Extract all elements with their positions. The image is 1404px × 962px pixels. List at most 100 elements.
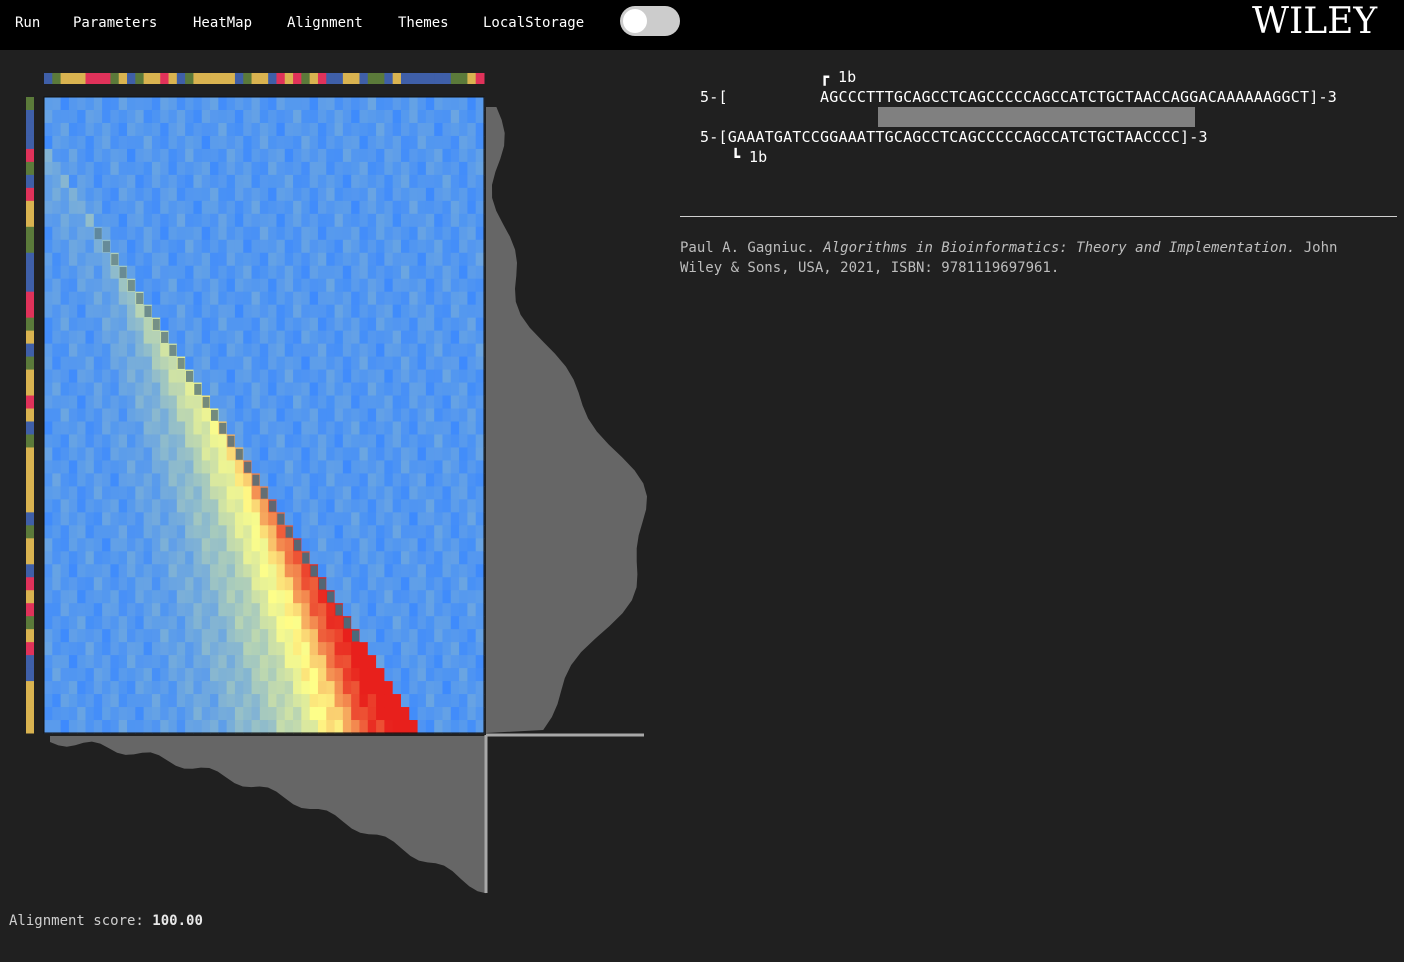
heatmap-cell — [127, 629, 136, 643]
match-dot — [277, 513, 285, 525]
heatmap-cell — [293, 642, 302, 656]
heatmap-cell — [400, 317, 410, 332]
menu-parameters[interactable]: Parameters — [73, 15, 158, 31]
heatmap-cell — [442, 603, 452, 617]
heatmap-cell — [135, 369, 145, 384]
heatmap-cell — [367, 278, 377, 293]
heatmap-cell — [434, 291, 444, 306]
heatmap-cell — [376, 213, 385, 228]
heatmap-cell — [210, 486, 219, 500]
menu-localstorage[interactable]: LocalStorage — [483, 15, 585, 31]
heatmap-cell — [284, 577, 294, 591]
heatmap-cell — [118, 460, 128, 475]
heatmap-cell — [351, 616, 361, 630]
heatmap-cell — [176, 434, 186, 449]
heatmap-cell — [334, 343, 344, 358]
heatmap-cell — [226, 590, 236, 604]
heatmap-cell — [259, 629, 269, 643]
heatmap-cell — [284, 694, 294, 708]
heatmap-cell — [467, 395, 477, 410]
heatmap-cell — [434, 382, 444, 397]
nucleotide-cell-vertical — [26, 265, 34, 280]
menu-heatmap[interactable]: HeatMap — [193, 15, 253, 31]
heatmap-cell — [60, 330, 70, 345]
nucleotide-cell-horizontal — [475, 73, 485, 84]
heatmap-cell — [68, 642, 78, 656]
heatmap-cell — [201, 642, 211, 656]
heatmap-cell — [176, 97, 186, 111]
heatmap-cell — [176, 642, 186, 656]
heatmap-cell — [317, 447, 327, 462]
heatmap-cell — [201, 317, 211, 332]
heatmap-cell — [434, 226, 444, 241]
heatmap-cell — [467, 278, 477, 293]
heatmap-cell — [143, 122, 153, 137]
heatmap-cell — [118, 343, 128, 358]
heatmap-cell — [459, 473, 468, 487]
heatmap-cell — [259, 590, 269, 604]
heatmap-cell — [467, 642, 477, 656]
heatmap-cell — [317, 486, 327, 500]
heatmap-cell — [210, 252, 219, 267]
theme-toggle[interactable] — [620, 6, 680, 36]
heatmap-cell — [118, 707, 128, 721]
heatmap-cell — [218, 694, 228, 708]
heatmap-cell — [168, 226, 178, 241]
heatmap-cell — [293, 447, 302, 462]
heatmap-cell — [326, 356, 336, 371]
heatmap-cell — [226, 200, 236, 215]
heatmap-cell — [93, 603, 103, 617]
heatmap-cell — [334, 265, 344, 280]
heatmap-cell — [317, 421, 327, 436]
heatmap-cell — [110, 135, 120, 150]
match-dot — [260, 487, 268, 499]
heatmap-cell — [193, 590, 203, 604]
heatmap-cell — [400, 720, 410, 734]
heatmap-cell — [309, 174, 319, 189]
heatmap-cell — [301, 421, 311, 436]
heatmap-cell — [176, 512, 186, 526]
heatmap-cell — [326, 473, 336, 487]
nucleotide-cell-horizontal — [400, 73, 410, 84]
heatmap-cell — [201, 590, 211, 604]
heatmap-cell — [185, 642, 195, 656]
heatmap-cell — [201, 577, 211, 591]
heatmap-cell — [351, 356, 361, 371]
heatmap-cell — [234, 499, 244, 513]
heatmap-cell — [317, 187, 327, 202]
heatmap-cell — [359, 97, 369, 111]
menu-alignment[interactable]: Alignment — [287, 15, 363, 31]
heatmap-cell — [185, 382, 195, 397]
heatmap-cell — [467, 421, 477, 436]
heatmap-cell — [442, 538, 452, 552]
heatmap-cell — [442, 382, 452, 397]
heatmap-cell — [52, 707, 62, 721]
heatmap-cell — [475, 551, 485, 565]
heatmap-cell — [176, 707, 186, 721]
heatmap-cell — [317, 707, 327, 721]
heatmap-cell — [284, 473, 294, 487]
heatmap-cell — [475, 213, 485, 228]
heatmap-cell — [168, 265, 178, 280]
heatmap-cell — [251, 174, 261, 189]
heatmap-cell — [392, 161, 402, 176]
bottom-sequence-start-marker: ┗ 1b — [731, 148, 768, 166]
heatmap-cell — [326, 369, 336, 384]
heatmap-cell — [259, 239, 269, 254]
heatmap-cell — [44, 707, 53, 721]
heatmap-cell — [326, 655, 336, 669]
heatmap-cell — [359, 226, 369, 241]
heatmap-cell — [185, 317, 195, 332]
heatmap-cell — [359, 473, 369, 487]
heatmap-cell — [342, 447, 352, 462]
heatmap-cell — [284, 330, 294, 345]
menu-run[interactable]: Run — [15, 15, 41, 31]
heatmap-cell — [400, 486, 410, 500]
heatmap-cell — [135, 122, 145, 137]
heatmap-cell — [243, 122, 253, 137]
menu-themes[interactable]: Themes — [398, 15, 449, 31]
heatmap-cell — [326, 538, 336, 552]
heatmap-cell — [143, 564, 153, 578]
heatmap-cell — [102, 512, 112, 526]
heatmap-cell — [127, 122, 136, 137]
